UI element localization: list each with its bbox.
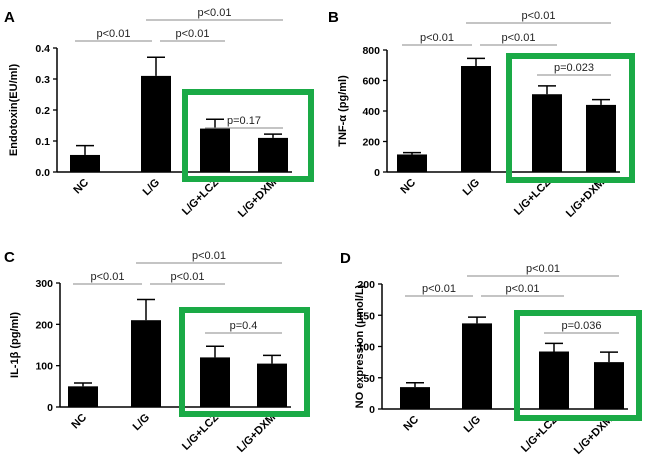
p-value-label: p=0.023	[554, 62, 594, 74]
highlight-box	[182, 89, 314, 182]
y-axis-label: TNF-α (pg/ml)	[337, 75, 349, 147]
category-label: L/G+DXM	[235, 412, 278, 455]
p-value-label: p<0.01	[171, 271, 205, 283]
highlight-box	[506, 53, 635, 183]
panel-a: A 0.0 0.1 0.2 0.3 0.4 Endotoxin(EU/ml) NC L/G L/…	[4, 7, 314, 220]
bar	[461, 66, 491, 172]
bar	[131, 320, 161, 407]
bar	[532, 94, 562, 172]
panel-c: C 0 100 200 300 IL-1β (pg/ml) NC L/G L/G+LCZ L/G…	[4, 249, 310, 455]
panel-letter: C	[4, 249, 15, 266]
y-tick-label: 150	[357, 310, 375, 322]
y-tick-label: 300	[35, 278, 53, 290]
y-axis-label: NO expression (µmol/L)	[354, 284, 366, 408]
category-label: L/G+DXM	[564, 177, 607, 220]
p-value-label: p=0.036	[561, 320, 601, 332]
panel-letter: B	[328, 9, 339, 26]
y-tick-label: 0.1	[35, 136, 50, 148]
bar	[257, 363, 287, 407]
p-value-label: p<0.01	[176, 28, 210, 40]
highlight-box	[179, 307, 310, 417]
y-tick-label: 0.4	[35, 43, 50, 55]
y-tick-label: 100	[35, 361, 53, 373]
p-value-label: p<0.01	[506, 283, 540, 295]
y-tick-label: 0.0	[35, 167, 50, 179]
p-value-label: p<0.01	[502, 32, 536, 44]
p-value-label: p<0.01	[420, 32, 454, 44]
y-tick-label: 0	[369, 404, 375, 416]
y-tick-label: 400	[362, 106, 380, 118]
y-tick-label: 800	[362, 45, 380, 57]
category-label: L/G	[131, 412, 152, 433]
bar	[70, 154, 100, 172]
bar	[141, 75, 171, 172]
p-value-label: p=0.4	[230, 320, 258, 332]
bar	[397, 154, 427, 172]
y-tick-label: 200	[357, 279, 375, 291]
p-value-label: p<0.01	[97, 28, 131, 40]
p-value-label: p=0.17	[227, 115, 261, 127]
category-label: L/G	[462, 414, 483, 435]
category-label: L/G+LCZ	[180, 176, 221, 217]
category-label: L/G	[141, 177, 162, 198]
category-label: L/G+LCZ	[180, 411, 221, 452]
category-label: NC	[398, 177, 418, 197]
category-label: L/G+DXM	[236, 177, 279, 220]
panel-letter: D	[340, 250, 351, 267]
bar	[68, 386, 98, 407]
panel-letter: A	[4, 9, 15, 26]
bar	[258, 137, 288, 172]
bar	[200, 357, 230, 407]
y-tick-label: 0	[47, 402, 53, 414]
y-tick-label: 50	[363, 373, 375, 385]
y-axis-label: IL-1β (pg/ml)	[9, 312, 21, 378]
p-value-label: p<0.01	[422, 283, 456, 295]
category-label: L/G	[461, 177, 482, 198]
bar	[586, 104, 616, 172]
bar	[200, 128, 230, 172]
p-value-label: p<0.01	[91, 271, 125, 283]
category-label: NC	[69, 412, 89, 432]
bar	[400, 387, 430, 409]
bar	[594, 362, 624, 409]
y-tick-label: 100	[357, 342, 375, 354]
y-tick-label: 600	[362, 76, 380, 88]
y-tick-label: 200	[362, 137, 380, 149]
y-tick-label: 0.2	[35, 105, 50, 117]
y-tick-label: 200	[35, 319, 53, 331]
bar	[462, 323, 492, 409]
bar	[539, 351, 569, 409]
highlight-box	[514, 310, 642, 421]
category-label: NC	[401, 414, 421, 434]
p-value-label: p<0.01	[522, 10, 556, 22]
p-value-label: p<0.01	[526, 263, 560, 275]
y-axis-label: Endotoxin(EU/ml)	[8, 64, 20, 157]
p-value-label: p<0.01	[192, 250, 226, 262]
p-value-label: p<0.01	[198, 7, 232, 19]
category-label: NC	[71, 177, 91, 197]
y-tick-label: 0.3	[35, 74, 50, 86]
y-tick-label: 0	[374, 167, 380, 179]
